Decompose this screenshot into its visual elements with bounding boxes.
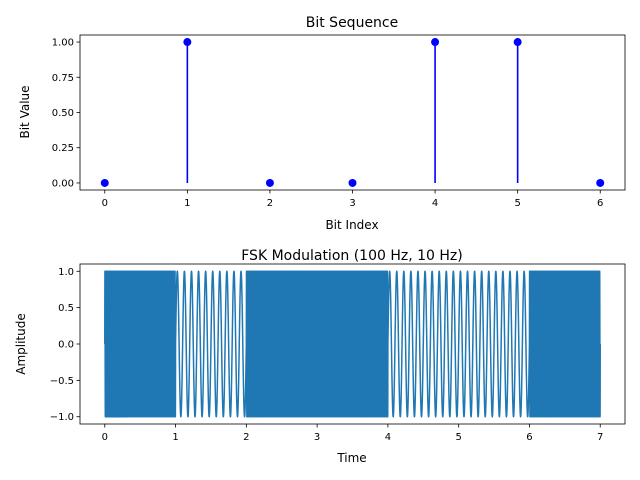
bit-sequence-xtick-label: 3 [349, 198, 355, 209]
bit-sequence-axes-frame [79, 34, 626, 191]
fsk-ytick-label: −1.0 [50, 412, 74, 423]
fsk-xtick-label: 6 [526, 432, 532, 443]
fsk-xtick-label: 2 [243, 432, 249, 443]
fsk-chart: FSK Modulation (100 Hz, 10 Hz) 0 1 2 3 4 5 6 7 −… [14, 248, 626, 465]
bit-sequence-ytick-label: 0.25 [52, 143, 74, 154]
bit-sequence-xtick-label: 4 [432, 198, 438, 209]
bit-sequence-ticks: 0 1 2 3 4 5 6 0.00 0.25 0.50 0.75 1.00 [52, 38, 604, 209]
bit-sequence-title: Bit Sequence [306, 15, 399, 31]
fsk-xtick-label: 0 [102, 432, 108, 443]
bit-sequence-xtick-label: 0 [102, 198, 108, 209]
stem-marker [100, 178, 109, 187]
fsk-xtick-label: 1 [172, 432, 178, 443]
fsk-ytick-label: −0.5 [50, 376, 74, 387]
fsk-xtick-label: 3 [314, 432, 320, 443]
fsk-xlabel: Time [336, 451, 366, 465]
bit-sequence-xtick-label: 1 [184, 198, 190, 209]
fsk-xtick-label: 7 [597, 432, 603, 443]
fsk-waveform-line [104, 270, 601, 418]
fsk-ticks: 0 1 2 3 4 5 6 7 −1.0 −0.5 0.0 0.5 1.0 [50, 267, 604, 443]
bit-sequence-plot-area [100, 38, 605, 187]
bit-sequence-ytick-label: 0.00 [52, 178, 74, 189]
bit-sequence-xtick-label: 6 [597, 198, 603, 209]
fsk-ytick-label: 1.0 [58, 267, 74, 278]
fsk-ylabel: Amplitude [14, 313, 28, 375]
stem-marker [431, 38, 440, 47]
bit-sequence-ylabel: Bit Value [18, 85, 32, 138]
stem-marker [183, 38, 192, 47]
fsk-title: FSK Modulation (100 Hz, 10 Hz) [241, 248, 462, 264]
stem-marker [596, 178, 605, 187]
fsk-xtick-label: 5 [455, 432, 461, 443]
stem-marker [265, 178, 274, 187]
stem-marker [348, 178, 357, 187]
bit-sequence-xtick-label: 5 [514, 198, 520, 209]
bit-sequence-ytick-label: 0.75 [52, 73, 74, 84]
bit-sequence-ytick-label: 1.00 [52, 38, 74, 49]
stem-marker [513, 38, 522, 47]
fsk-ytick-label: 0.5 [58, 303, 74, 314]
bit-sequence-chart: Bit Sequence 0 1 2 3 4 5 6 0.00 0.25 0.50 0.75 1.00… [18, 15, 626, 232]
fsk-ytick-label: 0.0 [58, 340, 74, 351]
fsk-xtick-label: 4 [385, 432, 391, 443]
bit-sequence-xtick-label: 2 [267, 198, 273, 209]
fsk-plot-area [104, 270, 601, 418]
bit-sequence-ytick-label: 0.50 [52, 108, 74, 119]
bit-sequence-xlabel: Bit Index [325, 218, 378, 232]
